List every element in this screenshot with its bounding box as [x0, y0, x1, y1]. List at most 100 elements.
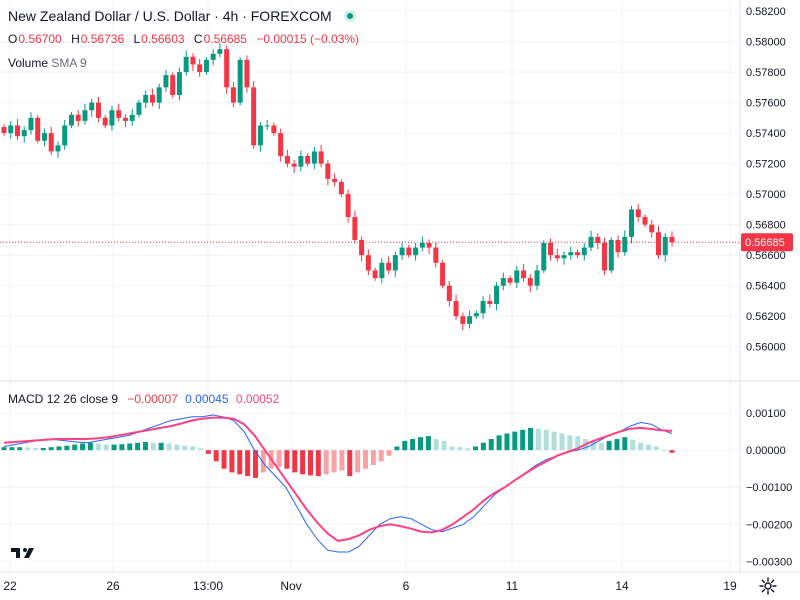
macd-histogram-bar: [17, 447, 23, 451]
low-value: 0.56603: [141, 32, 185, 46]
candle-body: [1, 127, 7, 134]
macd-histogram-bar: [9, 447, 15, 451]
macd-histogram-bar: [307, 450, 313, 476]
macd-histogram-bar: [64, 445, 70, 451]
candle-body: [311, 151, 317, 164]
x-tick-label: 11: [506, 579, 519, 593]
candle-body: [102, 117, 108, 126]
macd-tick-label: −0.00100: [746, 482, 792, 494]
price-tick-label: 0.57800: [746, 67, 786, 79]
macd-histogram-bar: [355, 450, 361, 473]
price-tick-label: 0.56800: [746, 220, 786, 232]
candle-body: [237, 59, 243, 103]
candle-body: [629, 209, 635, 237]
macd-histogram-bar: [252, 450, 258, 478]
tradingview-logo-icon[interactable]: [6, 540, 40, 564]
candle-body: [122, 117, 128, 121]
x-tick-label: 14: [615, 579, 629, 593]
candle-body: [89, 102, 95, 111]
macd-histogram-bar: [575, 436, 581, 451]
macd-histogram-bar: [119, 444, 125, 451]
macd-histogram-bar: [394, 446, 400, 451]
macd-histogram-bar: [598, 442, 604, 451]
macd-histogram-bar: [300, 450, 306, 475]
macd-histogram-bar: [158, 442, 164, 451]
candle-body: [480, 300, 486, 314]
candle-body: [365, 255, 371, 271]
macd-histogram-bar: [25, 447, 31, 451]
macd-histogram-bar: [504, 433, 510, 451]
candle-body: [399, 247, 405, 256]
macd-histogram-bar: [480, 442, 486, 451]
candle-body: [271, 125, 277, 134]
macd-pane: [1, 414, 675, 553]
macd-histogram-bar: [166, 443, 172, 451]
market-status-icon[interactable]: [343, 10, 356, 22]
candle-body: [527, 278, 533, 286]
symbol-title[interactable]: New Zealand Dollar / U.S. Dollar · 4h · …: [8, 8, 356, 24]
candle-body: [446, 285, 452, 301]
macd-histogram-bar: [80, 443, 86, 451]
candle-body: [305, 156, 311, 164]
candle-body: [575, 252, 581, 256]
macd-histogram-bar: [292, 450, 298, 473]
macd-line-value: 0.00045: [185, 392, 229, 406]
candle-body: [48, 133, 54, 152]
candle-body: [467, 316, 473, 324]
macd-histogram-bar: [638, 442, 644, 451]
candle-body: [494, 285, 500, 305]
last-price-badge: [741, 233, 793, 252]
macd-tick-label: −0.00200: [746, 519, 792, 531]
candle-body: [163, 75, 169, 88]
candle-body: [95, 102, 101, 118]
candle-body: [507, 278, 513, 283]
candle-body: [156, 87, 162, 103]
macd-histogram-bar: [528, 427, 534, 451]
macd-histogram-bar: [32, 447, 38, 451]
macd-histogram-bar: [410, 439, 416, 451]
macd-histogram-bar: [449, 446, 455, 451]
macd-legend[interactable]: MACD 12 26 close 9 −0.00007 0.00045 0.00…: [8, 392, 279, 406]
macd-histogram-bar: [221, 450, 227, 469]
candle-body: [14, 125, 20, 137]
change-value: −0.00015 (−0.03%): [256, 32, 360, 46]
candle-body: [224, 49, 230, 88]
macd-histogram-bar: [150, 442, 156, 451]
price-candles: [0, 42, 740, 331]
gear-icon[interactable]: [758, 576, 778, 596]
candle-body: [460, 316, 466, 324]
candle-body: [190, 56, 196, 65]
candle-body: [534, 270, 540, 286]
ohlc-legend: O0.56700 H0.56736 L0.56603 C0.56685 −0.0…: [8, 32, 365, 46]
grid: [0, 0, 740, 572]
candle-body: [116, 110, 122, 118]
close-value: 0.56685: [203, 32, 247, 46]
macd-histogram-bar: [103, 444, 109, 451]
macd-histogram-bar: [40, 447, 46, 451]
candle-body: [406, 247, 412, 256]
price-tick-label: 0.56600: [746, 250, 786, 262]
macd-histogram-bar: [276, 450, 282, 467]
candle-body: [386, 262, 392, 271]
macd-histogram-bar: [111, 444, 117, 451]
high-label: H: [71, 32, 80, 46]
macd-histogram-bar: [622, 437, 628, 451]
macd-histogram-bar: [72, 444, 78, 451]
candle-body: [419, 242, 425, 248]
candle-body: [278, 133, 284, 157]
candle-body: [197, 64, 203, 73]
low-label: L: [133, 32, 141, 46]
candle-body: [413, 247, 419, 256]
macd-histogram-bar: [245, 450, 251, 477]
symbol-title-text: New Zealand Dollar / U.S. Dollar · 4h · …: [8, 8, 332, 24]
candle-body: [257, 125, 263, 146]
macd-histogram-bar: [465, 448, 471, 451]
candle-body: [325, 163, 331, 179]
x-tick-label: 19: [723, 579, 737, 593]
candle-body: [487, 300, 493, 305]
macd-tick-label: 0.00100: [746, 408, 786, 420]
volume-legend[interactable]: Volume SMA 9: [8, 56, 87, 70]
candle-body: [217, 49, 223, 54]
macd-histogram-bar: [229, 450, 235, 473]
